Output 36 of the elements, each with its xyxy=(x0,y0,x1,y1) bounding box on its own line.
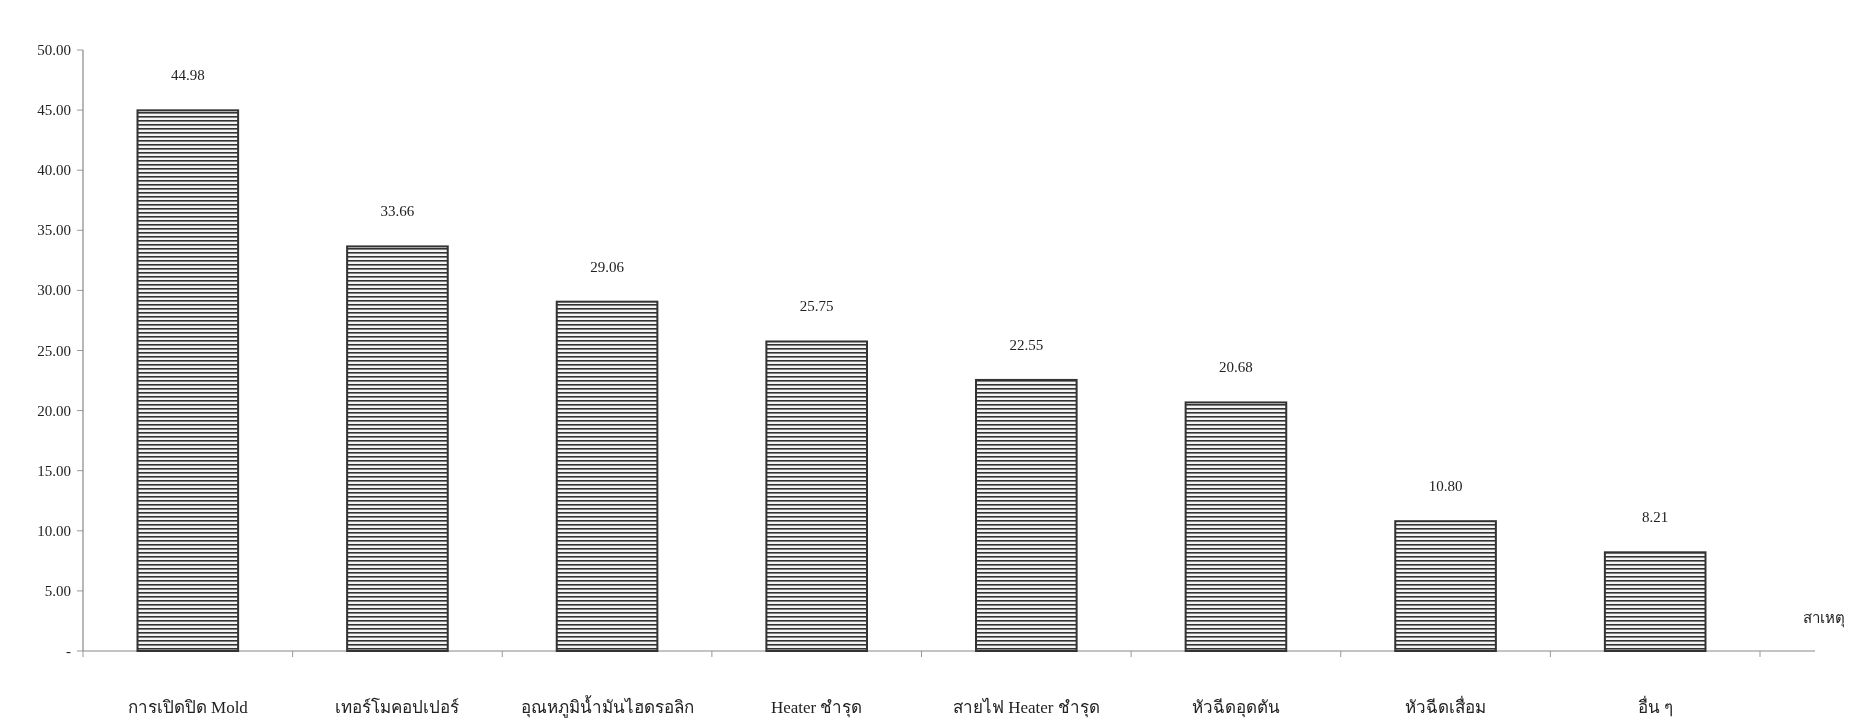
y-tick-label: 5.00 xyxy=(44,582,71,599)
x-tick-label: อื่น ๆ xyxy=(1637,695,1673,717)
data-label: 22.55 xyxy=(1009,336,1044,353)
x-tick-label: Heater ชำรุด xyxy=(770,698,863,718)
data-label: 44.98 xyxy=(170,67,205,84)
data-label: 20.68 xyxy=(1219,359,1253,376)
x-tick-label: หัวฉีดอุดตัน xyxy=(1191,698,1280,718)
y-tick-label: 30.00 xyxy=(37,282,71,299)
y-tick-label: 15.00 xyxy=(37,462,71,479)
y-tick-label: 50.00 xyxy=(37,42,71,58)
bar xyxy=(346,245,449,652)
x-tick-label: การเปิดปิด Mold xyxy=(127,698,249,717)
x-tick-label: เทอร์โมคอปเปอร์ xyxy=(335,697,460,717)
y-tick-label: 20.00 xyxy=(37,402,71,419)
x-tick-label: สายไฟ Heater ชำรุด xyxy=(952,697,1100,718)
x-axis-title: สาเหตุ xyxy=(1803,610,1845,628)
bar xyxy=(975,378,1078,652)
data-label: 8.21 xyxy=(1642,509,1669,526)
bar xyxy=(136,109,240,652)
y-tick-label: 25.00 xyxy=(37,342,71,359)
bar xyxy=(765,340,868,652)
data-label: 25.75 xyxy=(799,298,834,315)
bar xyxy=(1184,401,1288,652)
bar xyxy=(1603,551,1707,652)
x-tick-label: อุณหภูมิน้ำมันไฮดรอลิก xyxy=(520,695,694,718)
bar xyxy=(1394,520,1497,652)
y-tick-label: 10.00 xyxy=(37,522,71,539)
data-label: 29.06 xyxy=(590,258,625,275)
data-label: 10.80 xyxy=(1428,478,1463,495)
y-tick-label: 35.00 xyxy=(37,222,71,239)
bar xyxy=(555,300,659,652)
y-tick-label: - xyxy=(66,643,71,659)
y-tick-label: 40.00 xyxy=(37,162,71,179)
y-tick-label: 45.00 xyxy=(37,102,71,119)
x-tick-label: หัวฉีดเสื่อม xyxy=(1405,695,1487,717)
data-label: 33.66 xyxy=(380,203,415,220)
